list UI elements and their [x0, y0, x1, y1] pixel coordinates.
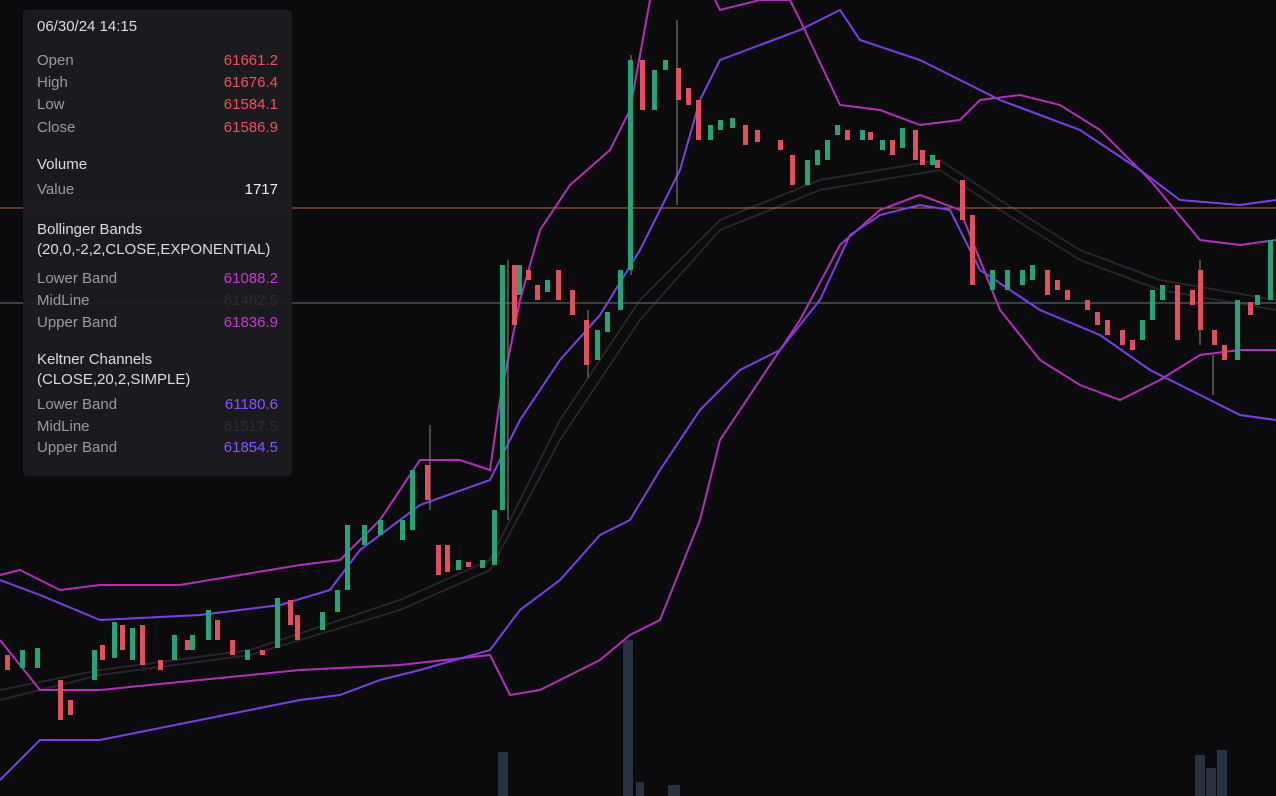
- value: 61517.5: [224, 418, 278, 435]
- value: 61462.5: [224, 292, 278, 309]
- label: Upper Band: [37, 314, 117, 331]
- candles: [5, 20, 1273, 720]
- value: 61584.1: [224, 96, 278, 113]
- section-params: (20,0,-2,2,CLOSE,EXPONENTIAL): [37, 241, 270, 258]
- value: 61088.2: [224, 270, 278, 287]
- tooltip-panel: [23, 10, 292, 476]
- section-title: Keltner Channels: [37, 351, 152, 368]
- label: High: [37, 74, 68, 91]
- keltner-upper: [0, 8, 1276, 622]
- datetime: 06/30/24 14:15: [37, 18, 137, 35]
- label: Upper Band: [37, 439, 117, 456]
- tooltip: 06/30/24 14:15 Open 61661.2 High 61676.4…: [23, 10, 292, 476]
- value: 61854.5: [224, 439, 278, 456]
- section-params: (CLOSE,20,2,SIMPLE): [37, 371, 190, 388]
- value: 61180.6: [225, 396, 278, 413]
- label: Value: [37, 181, 74, 198]
- value: 1717: [245, 181, 278, 198]
- label: Lower Band: [37, 270, 117, 287]
- label: MidLine: [37, 292, 90, 309]
- label: Low: [37, 96, 65, 113]
- label: MidLine: [37, 418, 90, 435]
- label: Close: [37, 119, 75, 136]
- label: Lower Band: [37, 396, 117, 413]
- label: Open: [37, 52, 74, 69]
- value: 61676.4: [224, 74, 278, 91]
- section-title: Bollinger Bands: [37, 221, 142, 238]
- bollinger-upper-2: [714, 0, 1276, 247]
- value: 61836.9: [224, 314, 278, 331]
- value: 61586.9: [224, 119, 278, 136]
- section-title: Volume: [37, 156, 87, 173]
- bollinger-upper: [0, 0, 651, 592]
- bollinger-lower: [0, 193, 1276, 697]
- keltner-lower: [0, 203, 1276, 781]
- value: 61661.2: [224, 52, 278, 69]
